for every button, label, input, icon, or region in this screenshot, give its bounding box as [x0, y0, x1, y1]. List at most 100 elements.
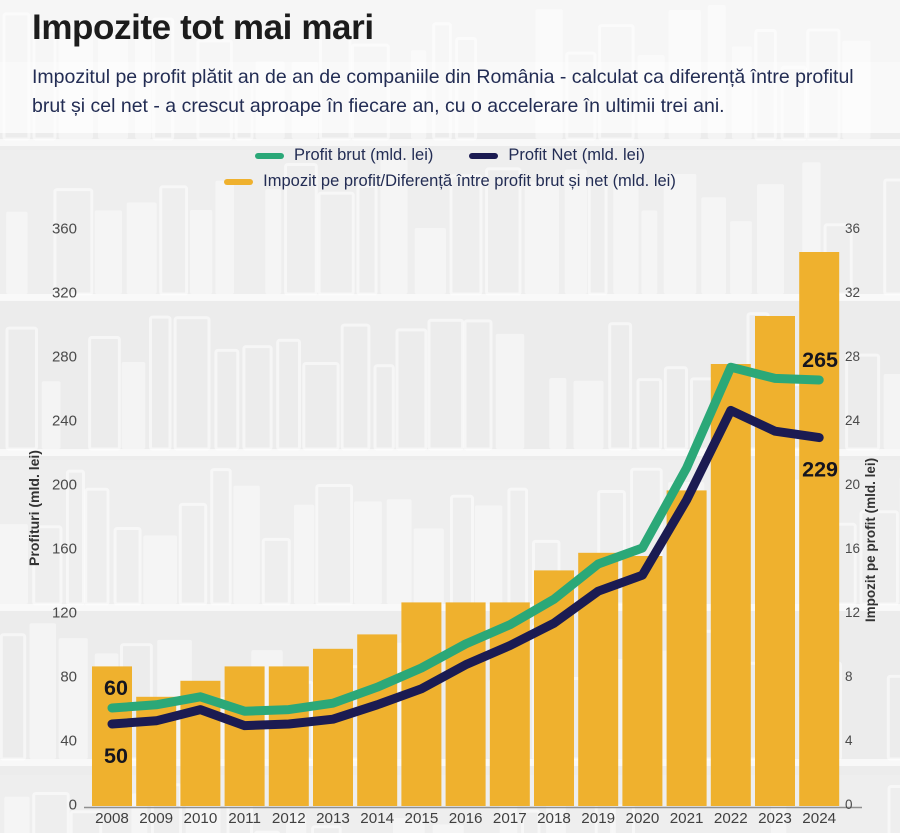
profit-net-line — [107, 405, 824, 731]
book-spine — [354, 501, 382, 604]
book-spine — [6, 211, 28, 294]
book-spine — [29, 623, 57, 759]
x-axis-label-2013: 2013 — [316, 810, 350, 827]
book-spine — [126, 202, 157, 294]
book-spine — [121, 362, 146, 449]
book-spine — [190, 209, 213, 294]
shelf-board — [0, 139, 900, 146]
right-axis-tick-12: 12 — [845, 605, 860, 620]
annotation-265: 265 — [802, 348, 838, 372]
legend-label-impozit: Impozit pe profit/Diferență între profit… — [263, 172, 676, 190]
x-axis-label-2024: 2024 — [802, 810, 836, 827]
book-spine — [311, 825, 342, 833]
x-axis-label-2022: 2022 — [714, 810, 748, 827]
x-axis-label-2019: 2019 — [581, 810, 615, 827]
combo-chart: 0408012016020024028032036004812162024283… — [26, 221, 878, 828]
book-spine — [69, 810, 103, 833]
book-spine — [32, 792, 70, 833]
book-spine — [663, 173, 697, 294]
chart-legend: Profit brut (mld. lei) Profit Net (mld. … — [0, 146, 900, 191]
book-spine — [474, 505, 503, 604]
legend-row-bar: Impozit pe profit/Diferență între profit… — [224, 172, 676, 191]
header: Impozite tot mai mari Impozitul pe profi… — [0, 0, 900, 121]
book-spine — [432, 824, 464, 833]
left-axis-tick-40: 40 — [60, 733, 77, 750]
right-axis-tick-16: 16 — [845, 541, 860, 556]
left-axis-tick-320: 320 — [52, 285, 77, 302]
book-spine — [0, 524, 28, 604]
x-axis-label-2021: 2021 — [670, 810, 704, 827]
book-spine — [549, 378, 567, 449]
impozit-bar-2013 — [313, 648, 353, 806]
book-spine — [521, 809, 541, 833]
book-spine — [757, 184, 785, 294]
book-spine — [58, 638, 88, 759]
book-spine — [215, 180, 235, 294]
right-axis-tick-24: 24 — [845, 413, 861, 428]
impozit-bar-2015 — [401, 602, 442, 806]
book-spine — [265, 189, 282, 294]
x-axis-label-2015: 2015 — [405, 810, 439, 827]
impozit-bar-2012 — [268, 666, 309, 806]
x-axis-label-2016: 2016 — [449, 810, 483, 827]
left-axis-tick-160: 160 — [52, 541, 77, 558]
page-title: Impozite tot mai mari — [32, 8, 374, 47]
book-spine — [414, 228, 446, 294]
x-axis-label-2020: 2020 — [626, 810, 660, 827]
book-spine — [94, 210, 122, 294]
left-axis-tick-280: 280 — [52, 349, 77, 366]
x-axis-label-2018: 2018 — [537, 810, 571, 827]
subtitle-overlay — [0, 62, 900, 133]
legend-item-impozit: Impozit pe profit/Diferență între profit… — [224, 172, 676, 191]
right-axis-tick-36: 36 — [845, 221, 860, 236]
left-axis-tick-240: 240 — [52, 413, 77, 430]
left-axis-tick-120: 120 — [52, 605, 77, 622]
legend-label-profit-net: Profit Net (mld. lei) — [508, 146, 645, 164]
book-spine — [730, 221, 752, 294]
page-subtitle: Impozitul pe profit plătit an de an de c… — [32, 66, 854, 117]
book-spine — [233, 485, 260, 604]
impozit-bar-2011 — [224, 666, 265, 806]
right-axis-tick-8: 8 — [845, 669, 853, 684]
book-spine — [413, 528, 444, 604]
book-spine — [495, 333, 525, 449]
right-axis-tick-0: 0 — [845, 797, 853, 812]
legend-label-profit-brut: Profit brut (mld. lei) — [294, 146, 434, 164]
profit-brut-line — [107, 362, 824, 716]
legend-item-profit-net: Profit Net (mld. lei) — [469, 146, 645, 165]
right-axis-tick-4: 4 — [845, 733, 853, 748]
legend-item-profit-brut: Profit brut (mld. lei) — [255, 146, 433, 165]
annotation-229: 229 — [802, 458, 838, 482]
right-axis-tick-20: 20 — [845, 477, 860, 492]
annotation-50: 50 — [104, 744, 128, 768]
book-spine — [641, 210, 658, 294]
right-axis-title: Impozit pe profit (mld. lei) — [863, 458, 878, 622]
shelf-board — [0, 449, 900, 456]
impozit-bar-2016 — [445, 602, 486, 806]
left-axis-title: Profituri (mld. lei) — [26, 450, 42, 566]
book-spine — [701, 197, 727, 294]
right-axis-tick-28: 28 — [845, 349, 860, 364]
left-axis-tick-200: 200 — [52, 477, 77, 494]
impozit-swatch-icon — [224, 178, 254, 185]
book-spine — [380, 159, 408, 294]
header-overlay — [0, 0, 900, 133]
right-axis-tick-32: 32 — [845, 285, 860, 300]
book-spine — [573, 380, 604, 449]
x-axis-label-2008: 2008 — [95, 810, 129, 827]
book-spine — [524, 181, 559, 294]
impozit-bar-2024 — [799, 252, 840, 806]
annotation-60: 60 — [104, 676, 128, 700]
book-spine — [143, 535, 178, 604]
book-spine — [613, 179, 639, 294]
book-spine — [392, 818, 425, 833]
book-spine — [564, 169, 587, 294]
book-spine — [4, 796, 30, 833]
shelf-board — [0, 294, 900, 301]
impozit-bar-2014 — [357, 634, 398, 806]
impozit-bar-2008 — [92, 666, 132, 806]
book-spine — [41, 381, 61, 449]
left-axis-tick-80: 80 — [60, 669, 77, 686]
x-axis-label-2009: 2009 — [139, 810, 173, 827]
x-axis-label-2010: 2010 — [184, 810, 218, 827]
